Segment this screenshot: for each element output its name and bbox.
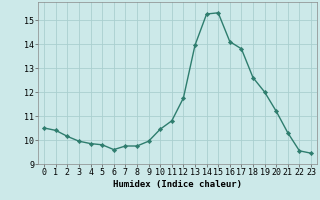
X-axis label: Humidex (Indice chaleur): Humidex (Indice chaleur) (113, 180, 242, 189)
